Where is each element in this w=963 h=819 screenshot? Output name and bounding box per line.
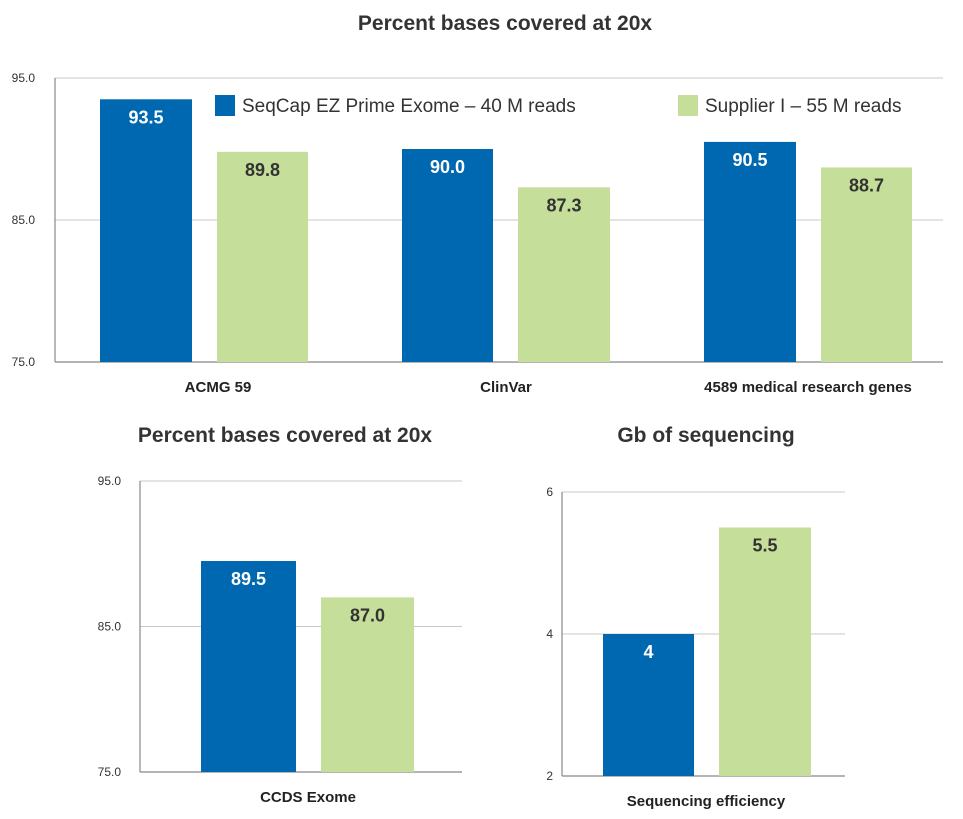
- y-tick-label: 85.0: [12, 213, 36, 227]
- chart-title: Percent bases covered at 20x: [358, 12, 652, 35]
- legend-swatch: [215, 95, 235, 116]
- y-tick-label: 95.0: [98, 474, 122, 488]
- bar-series-a: [402, 149, 493, 362]
- legend-label: SeqCap EZ Prime Exome – 40 M reads: [242, 96, 576, 117]
- legend-label: Supplier I – 55 M reads: [705, 96, 901, 117]
- y-tick-label: 95.0: [12, 71, 36, 85]
- data-label: 5.5: [752, 536, 777, 556]
- data-label: 87.0: [350, 605, 385, 625]
- chart-bottom-right: Gb of sequencing 2 4 6 4 5.5 Sequencing effici…: [546, 424, 845, 810]
- bar-series-b: [321, 597, 414, 772]
- y-tick-label: 6: [546, 485, 553, 499]
- legend-swatch: [678, 95, 698, 116]
- data-label: 89.8: [245, 160, 280, 180]
- data-label: 89.5: [231, 569, 266, 589]
- y-tick-label: 85.0: [98, 620, 122, 634]
- bar-series-b: [518, 187, 610, 362]
- y-tick-label: 4: [546, 627, 553, 641]
- bar-series-a: [201, 561, 296, 772]
- data-label: 90.0: [430, 157, 465, 177]
- bar-series-b: [217, 151, 308, 362]
- chart-bottom-left: Percent bases covered at 20x 75.0 85.0 95.0…: [98, 424, 462, 806]
- category-label: ClinVar: [480, 379, 532, 396]
- bar-series-a: [100, 99, 192, 363]
- bar-series-a: [704, 141, 796, 362]
- data-label: 88.7: [849, 175, 884, 195]
- category-label: 4589 medical research genes: [704, 379, 912, 396]
- bar-series-a: [603, 634, 694, 776]
- category-label: ACMG 59: [185, 379, 252, 396]
- y-tick-label: 75.0: [98, 765, 122, 779]
- bar-series-b: [821, 167, 912, 362]
- category-label: CCDS Exome: [260, 789, 356, 806]
- legend-item: SeqCap EZ Prime Exome – 40 M reads: [215, 95, 576, 117]
- data-label: 4: [643, 642, 653, 662]
- chart-title: Gb of sequencing: [617, 424, 794, 447]
- y-tick-label: 2: [546, 769, 553, 783]
- data-label: 87.3: [546, 195, 581, 215]
- chart-title: Percent bases covered at 20x: [138, 424, 432, 447]
- category-label: Sequencing efficiency: [627, 793, 786, 810]
- y-tick-label: 75.0: [12, 355, 36, 369]
- data-label: 93.5: [128, 107, 163, 127]
- data-label: 90.5: [732, 150, 767, 170]
- chart-top: Percent bases covered at 20x 75.0 85.0 95.0…: [12, 12, 943, 396]
- bar-series-b: [719, 527, 811, 776]
- legend-item: Supplier I – 55 M reads: [678, 95, 901, 117]
